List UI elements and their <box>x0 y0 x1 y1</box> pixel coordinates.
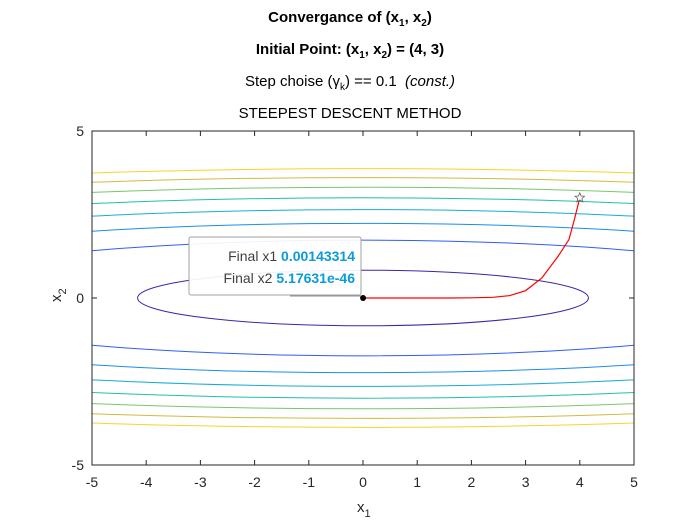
title2-prefix: Initial Point: (x <box>255 41 360 58</box>
title3-suffix: ) == 0.1 <box>344 73 406 90</box>
contour-level-7 <box>92 177 634 419</box>
x-tick-label: 5 <box>630 474 638 490</box>
x-tick-label: -3 <box>194 474 207 490</box>
y-tick-label: -5 <box>72 457 85 473</box>
x-tick-label: -2 <box>248 474 261 490</box>
gamma-symbol: γ <box>332 73 340 90</box>
end-point-marker[interactable] <box>360 295 367 301</box>
title1-sub2: 2 <box>421 18 427 29</box>
contour-level-3 <box>92 222 634 374</box>
title1-sub1: 1 <box>399 18 405 29</box>
x-tick-label: -5 <box>86 474 99 490</box>
contour-level-4 <box>92 209 634 387</box>
title3-sub: k <box>339 82 345 93</box>
descent-path-line <box>363 197 581 299</box>
title1-prefix: Convergance of (x <box>268 9 400 26</box>
title2-mid: , x <box>364 41 382 58</box>
datatip[interactable]: Final x1 0.00143314 Final x2 5.17631e-46 <box>188 236 362 297</box>
title4-text: STEEPEST DESCENT METHOD <box>238 105 462 122</box>
x-axis-label: x1 <box>357 499 371 520</box>
title2-sub2: 2 <box>381 50 388 61</box>
x-tick-label: 0 <box>359 474 367 490</box>
y-tick-label: 0 <box>76 290 84 306</box>
descent-path-layer <box>363 197 581 299</box>
y-axis-label: x2 <box>48 288 69 302</box>
chart-title-line-2: Initial Point: (x1, x2) = (4, 3) <box>0 41 700 61</box>
datatip-row-2: Final x2 5.17631e-46 <box>223 270 355 286</box>
x-tick-label: -4 <box>140 474 153 490</box>
title2-sub1: 1 <box>359 50 365 61</box>
contour-level-2 <box>92 239 634 357</box>
title3-prefix: Step choise ( <box>244 73 333 90</box>
x-tick-label: 3 <box>522 474 530 490</box>
axis-ticks: -5 -4 -3 -2 -1 0 1 2 3 4 5 -5 0 5 <box>72 123 639 490</box>
x-tick-label: 2 <box>468 474 476 490</box>
title1-mid: , x <box>404 9 422 26</box>
chart-title-line-4: STEEPEST DESCENT METHOD <box>0 105 700 122</box>
x-tick-label: -1 <box>303 474 316 490</box>
contour-level-6 <box>92 186 634 410</box>
chart-title-line-1: Convergance of (x1, x2) <box>0 9 700 29</box>
datatip-row-1: Final x1 0.00143314 <box>228 248 355 264</box>
start-point-marker <box>574 191 586 203</box>
y-tick-label: 5 <box>76 123 84 139</box>
contour-level-1 <box>137 269 589 327</box>
x-tick-label: 1 <box>413 474 421 490</box>
title3-italic: (const.) <box>405 73 456 90</box>
x-tick-label: 4 <box>576 474 584 490</box>
datatip-box <box>188 236 362 296</box>
contour-lines <box>92 168 634 428</box>
title2-suffix: ) = (4, 3) <box>387 41 445 58</box>
contour-level-5 <box>92 197 634 399</box>
contour-level-8 <box>92 168 634 428</box>
chart-title-line-3: Step choise (γk) == 0.1 (const.) <box>0 73 700 93</box>
title1-suffix: ) <box>426 9 432 26</box>
